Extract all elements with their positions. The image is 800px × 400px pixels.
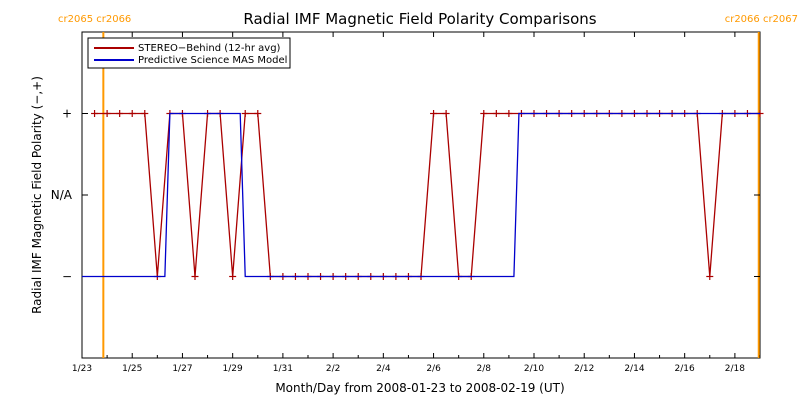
carrington-label: cr2066 cr2067: [725, 14, 798, 25]
legend-label-model: Predictive Science MAS Model: [138, 55, 287, 66]
y-tick-label: +: [62, 107, 72, 121]
axes: 1/23 1/25 1/27 1/29 1/31 2/2 2/4 2/6 2/8 2/10 2/12…: [51, 32, 761, 374]
series-layer: [82, 110, 764, 280]
chart-title: Radial IMF Magnetic Field Polarity Compa…: [243, 10, 596, 28]
x-tick-label: 1/23: [72, 364, 92, 374]
x-tick-label: 1/27: [172, 364, 192, 374]
plot-frame: [81, 31, 761, 359]
x-tick-label: 2/14: [624, 364, 644, 374]
x-tick-label: 1/25: [122, 364, 142, 374]
legend-label-stereo: STEREO−Behind (12-hr avg): [138, 43, 281, 54]
x-tick-label: 1/31: [273, 364, 293, 374]
y-axis-title: Radial IMF Magnetic Field Polarity (−,+): [30, 76, 44, 314]
series-line-stereo: [94, 112, 760, 278]
legend: STEREO−Behind (12-hr avg) Predictive Sci…: [87, 37, 291, 69]
y-tick-label: −: [62, 270, 72, 284]
x-tick-label: 2/10: [524, 364, 544, 374]
x-tick-label: 2/4: [376, 364, 391, 374]
x-tick-label: 2/18: [725, 364, 745, 374]
series-line-model: [82, 112, 760, 278]
x-tick-label: 2/6: [426, 364, 441, 374]
x-tick-label: 2/16: [675, 364, 695, 374]
x-tick-label: 2/2: [326, 364, 340, 374]
x-tick-label: 1/29: [223, 364, 243, 374]
x-axis-title: Month/Day from 2008-01-23 to 2008-02-19 …: [275, 381, 564, 395]
legend-box: [87, 37, 291, 69]
y-tick-label: N/A: [51, 188, 73, 202]
x-tick-label: 2/12: [574, 364, 594, 374]
x-tick-label: 2/8: [477, 364, 492, 374]
carrington-label: cr2065 cr2066: [58, 14, 131, 25]
